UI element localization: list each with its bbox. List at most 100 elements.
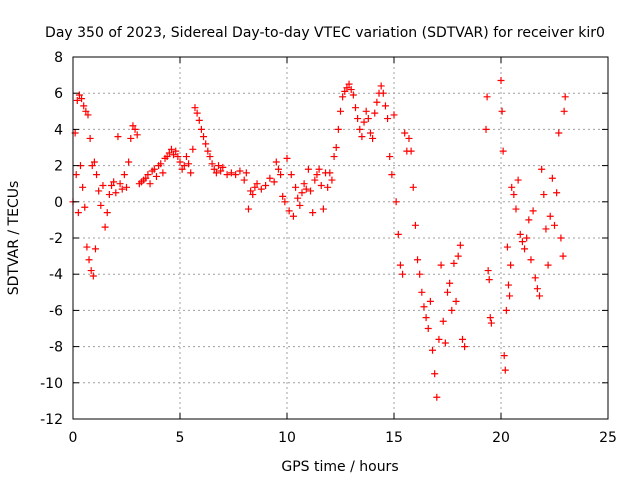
data-point — [307, 187, 315, 195]
data-point — [486, 314, 494, 322]
data-point — [392, 198, 400, 206]
data-point — [510, 191, 518, 199]
data-point — [91, 245, 99, 253]
data-point — [244, 205, 252, 213]
data-point — [236, 167, 244, 175]
data-point — [89, 272, 97, 280]
data-point — [504, 281, 512, 289]
data-point — [180, 162, 188, 170]
data-point — [337, 107, 344, 115]
data-point — [292, 183, 300, 191]
data-point — [450, 259, 458, 267]
data-point — [152, 172, 160, 180]
data-point — [390, 111, 398, 119]
data-point — [411, 221, 419, 229]
data-point — [272, 158, 280, 166]
data-point — [101, 223, 109, 231]
data-point — [80, 102, 88, 110]
data-point — [193, 109, 201, 117]
data-point — [381, 102, 389, 110]
y-tick-label: -4 — [49, 267, 63, 283]
data-point — [176, 158, 184, 166]
data-point — [362, 107, 370, 115]
data-point — [86, 134, 94, 142]
data-point — [416, 270, 424, 278]
data-point — [105, 191, 113, 199]
y-tick-label: -6 — [49, 303, 63, 319]
data-point — [561, 93, 569, 101]
data-point — [174, 153, 182, 161]
data-point — [533, 285, 541, 293]
data-point — [159, 169, 167, 177]
data-point — [242, 169, 250, 177]
y-axis-label: SDTVAR / TECUs — [6, 181, 22, 296]
data-point — [212, 169, 220, 177]
data-point — [146, 180, 154, 188]
data-point — [351, 104, 359, 112]
data-point — [544, 261, 552, 269]
data-point — [366, 129, 374, 137]
data-point — [516, 230, 524, 238]
data-point — [518, 238, 526, 246]
data-point — [249, 191, 257, 199]
data-point — [170, 151, 178, 159]
data-point — [95, 187, 103, 195]
data-point — [461, 343, 469, 351]
data-point — [262, 182, 270, 190]
data-point — [257, 185, 265, 193]
data-point — [185, 160, 193, 168]
data-point — [373, 98, 381, 106]
data-point — [191, 104, 199, 112]
data-point — [125, 158, 133, 166]
data-point — [73, 96, 81, 104]
data-point — [195, 116, 203, 124]
data-point — [529, 207, 537, 215]
data-point — [377, 82, 385, 90]
x-tick-label: 15 — [385, 430, 403, 446]
data-point — [266, 174, 274, 182]
data-point — [347, 86, 355, 94]
data-point — [384, 115, 392, 123]
data-point — [294, 194, 302, 202]
data-point — [200, 133, 208, 141]
data-point — [167, 145, 175, 153]
data-point — [217, 167, 225, 175]
data-point — [341, 87, 349, 95]
data-point — [536, 292, 544, 300]
data-point — [426, 297, 434, 305]
data-point — [223, 171, 231, 179]
data-point — [215, 162, 223, 170]
data-point — [313, 171, 321, 179]
data-point — [503, 243, 511, 251]
data-point — [349, 91, 357, 99]
data-point — [437, 261, 445, 269]
data-point — [300, 180, 308, 188]
data-point — [326, 169, 334, 177]
data-point — [444, 288, 451, 296]
data-point — [343, 84, 351, 92]
data-point — [142, 174, 150, 182]
data-point — [506, 292, 514, 300]
data-point — [458, 335, 466, 343]
data-point — [420, 303, 428, 311]
data-point — [409, 183, 417, 191]
data-point — [116, 180, 124, 188]
data-point — [542, 225, 550, 233]
data-point — [81, 203, 89, 211]
data-point — [324, 183, 332, 191]
data-point — [559, 252, 567, 260]
data-point — [512, 205, 520, 213]
data-point — [87, 267, 95, 275]
y-tick-label: 4 — [54, 122, 63, 138]
data-point — [315, 165, 323, 173]
y-tick-label: 0 — [54, 195, 63, 211]
data-point — [302, 185, 310, 193]
x-tick-label: 0 — [69, 430, 78, 446]
data-point — [99, 182, 107, 190]
data-point — [527, 256, 535, 264]
data-point — [386, 153, 394, 161]
data-point — [298, 189, 306, 197]
data-point — [172, 147, 180, 155]
data-point — [202, 140, 210, 148]
data-point — [187, 169, 195, 177]
